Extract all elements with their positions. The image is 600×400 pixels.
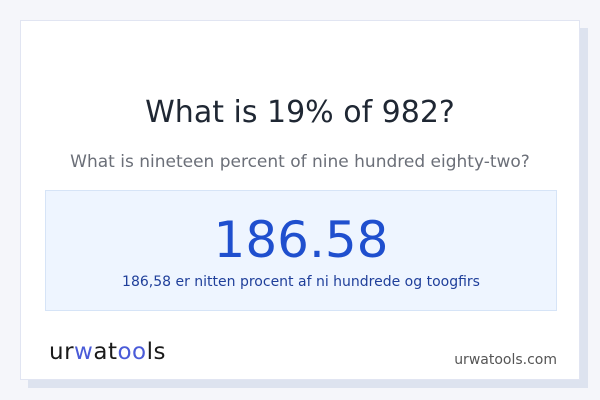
result-box: 186.58 186,58 er nitten procent af ni hu… (45, 190, 557, 311)
result-value: 186.58 (213, 211, 389, 269)
result-words: 186,58 er nitten procent af ni hundrede … (122, 274, 480, 290)
site-url: urwatools.com (454, 352, 557, 368)
page-title: What is 19% of 982? (145, 95, 455, 130)
urwatools-logo: urwatools (49, 339, 167, 365)
page-subtitle: What is nineteen percent of nine hundred… (70, 152, 530, 172)
result-card: What is 19% of 982? What is nineteen per… (20, 20, 580, 380)
